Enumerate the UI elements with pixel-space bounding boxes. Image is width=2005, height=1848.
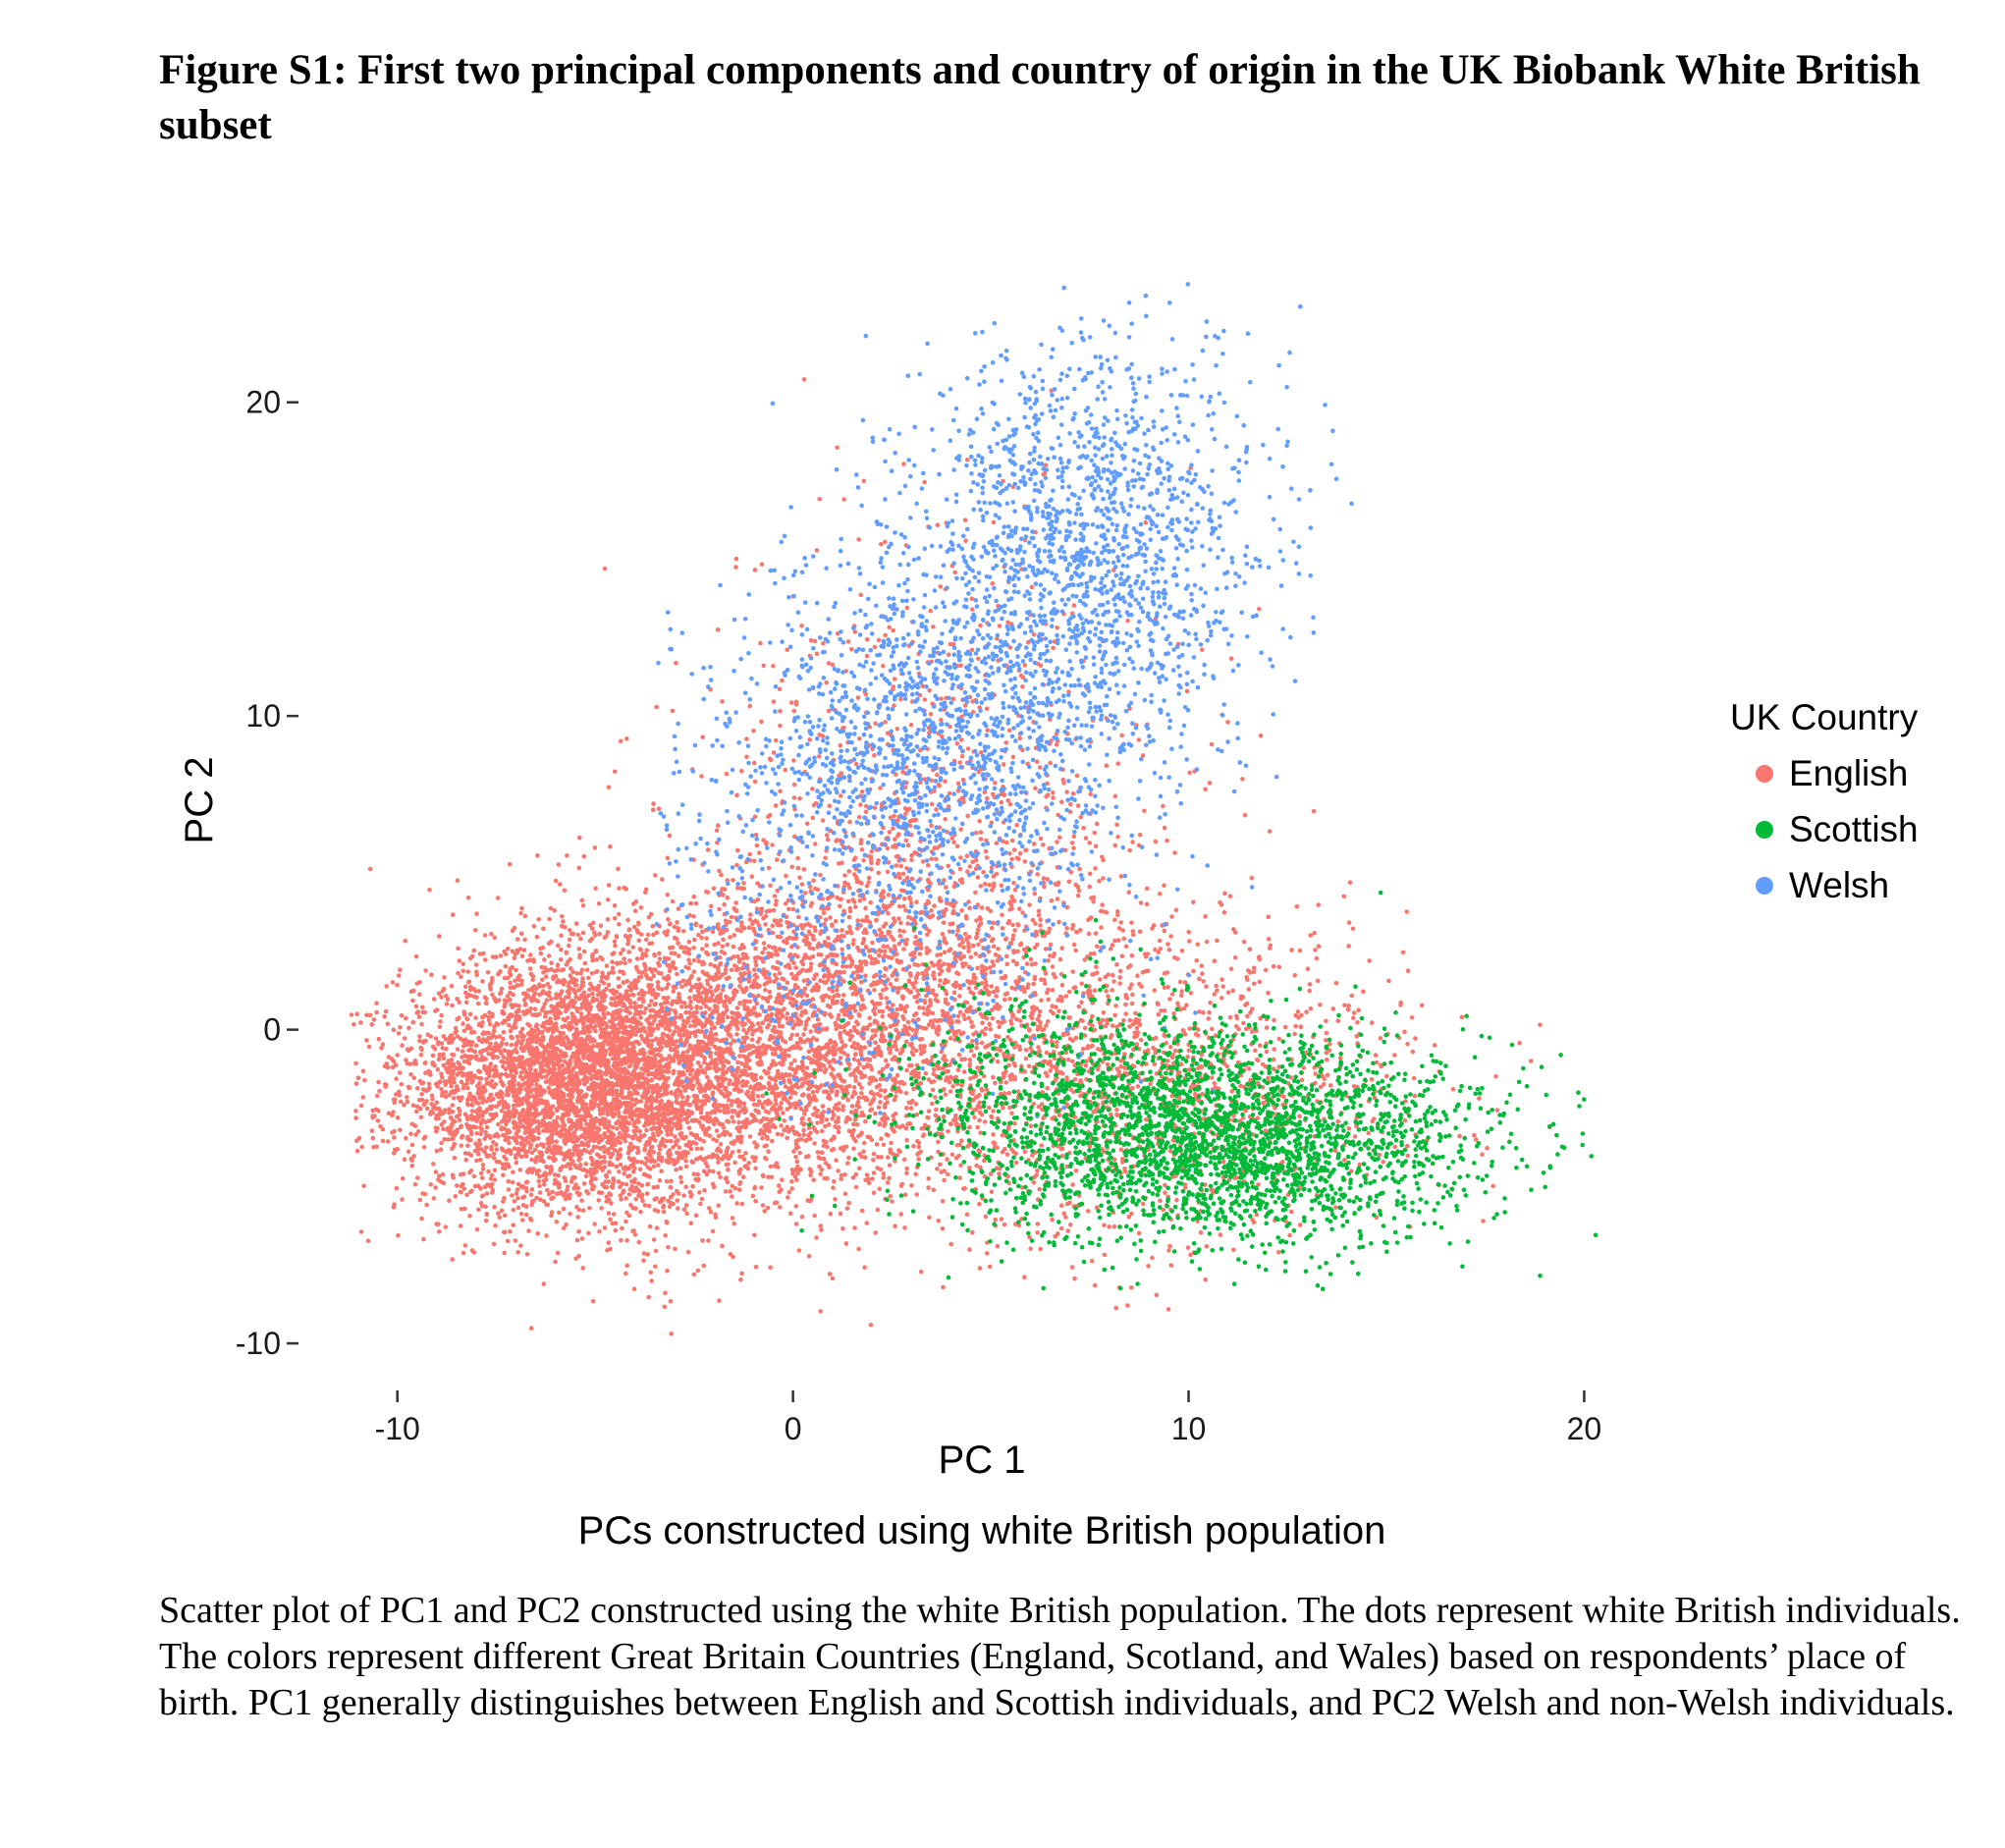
legend-label-welsh: Welsh [1789,865,1889,905]
legend-label-scottish: Scottish [1789,809,1919,849]
legend-key-scottish [1756,821,1773,839]
points-layer [349,282,1599,1336]
legend-title: UK Country [1730,697,1919,737]
figure-title: Figure S1: First two principal component… [159,47,1921,148]
x-axis: -10 0 10 20 [375,1390,1602,1446]
scatter-chart: -10 0 10 20 -10 0 10 20 PC 1 PC 2 PCs construc… [178,282,1919,1552]
x-tick-label: 20 [1567,1411,1602,1446]
y-tick-label: 0 [263,1012,281,1048]
series-scottish-points [764,890,1599,1292]
y-tick-label: -10 [236,1326,281,1361]
x-tick-label: 10 [1171,1411,1207,1446]
y-axis: -10 0 10 20 [236,385,298,1361]
legend-key-welsh [1756,877,1773,895]
legend-label-english: English [1789,753,1908,793]
series-scottish [764,890,1599,1292]
series-english [349,377,1552,1336]
legend-key-english [1756,765,1773,783]
y-tick-label: 10 [245,698,281,734]
y-axis-title: PC 2 [178,757,221,844]
figure-caption: Scatter plot of PC1 and PC2 constructed … [159,1590,1961,1723]
x-axis-title: PC 1 [939,1439,1026,1482]
chart-subtitle: PCs constructed using white British popu… [578,1509,1386,1552]
series-welsh [654,282,1354,1124]
series-english-points [349,377,1552,1336]
y-tick-label: 20 [245,385,281,420]
series-welsh-points [654,282,1354,1124]
x-tick-label: -10 [375,1411,420,1446]
x-tick-label: 0 [785,1411,802,1446]
legend: UK Country English Scottish Welsh [1730,697,1919,905]
